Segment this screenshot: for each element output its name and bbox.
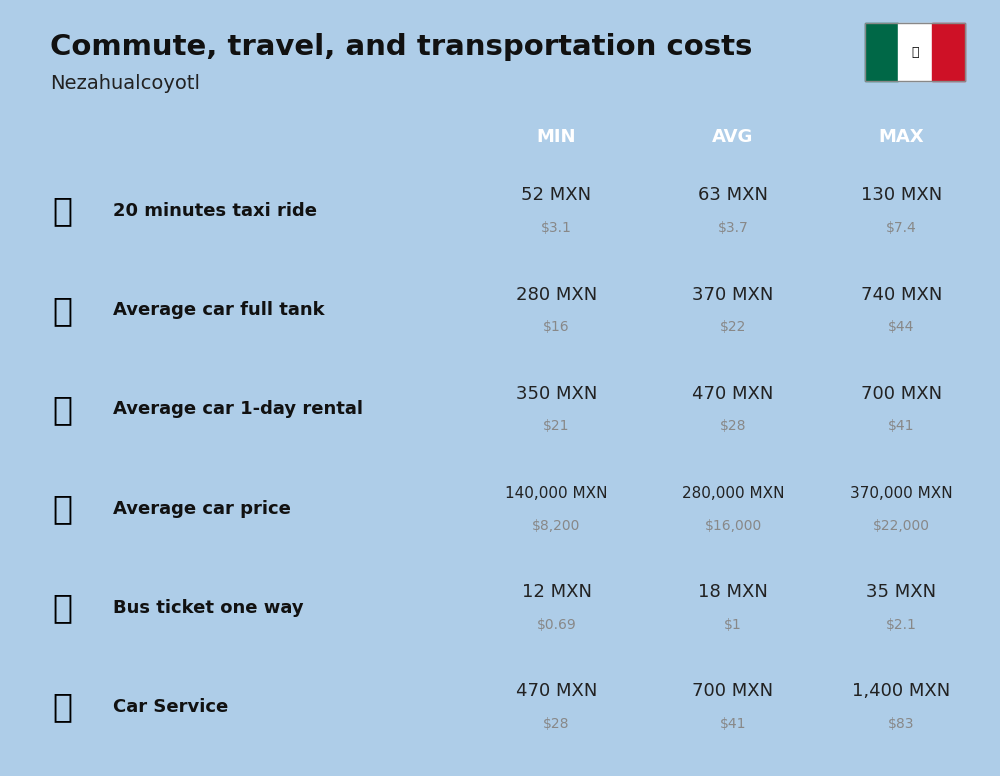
Text: $8,200: $8,200 <box>532 518 581 532</box>
Text: Average car 1-day rental: Average car 1-day rental <box>113 400 363 418</box>
Text: 350 MXN: 350 MXN <box>516 385 597 403</box>
Text: 🚕: 🚕 <box>52 195 72 227</box>
Text: Commute, travel, and transportation costs: Commute, travel, and transportation cost… <box>50 33 752 61</box>
Text: 63 MXN: 63 MXN <box>698 186 768 205</box>
Text: $0.69: $0.69 <box>537 618 576 632</box>
Text: 370,000 MXN: 370,000 MXN <box>850 486 953 501</box>
Text: 🚗: 🚗 <box>52 691 72 723</box>
Text: $41: $41 <box>888 420 915 434</box>
Text: $21: $21 <box>543 420 570 434</box>
Text: 35 MXN: 35 MXN <box>866 584 937 601</box>
Text: Bus ticket one way: Bus ticket one way <box>113 599 304 617</box>
Text: 1,400 MXN: 1,400 MXN <box>852 682 951 701</box>
Text: $22,000: $22,000 <box>873 518 930 532</box>
Text: $28: $28 <box>720 420 746 434</box>
Text: 18 MXN: 18 MXN <box>698 584 768 601</box>
Text: $7.4: $7.4 <box>886 221 917 235</box>
Text: $28: $28 <box>543 717 570 731</box>
Text: Average car full tank: Average car full tank <box>113 301 325 319</box>
Text: $44: $44 <box>888 320 915 334</box>
Text: 740 MXN: 740 MXN <box>861 286 942 303</box>
Text: MIN: MIN <box>537 128 576 146</box>
Text: $16,000: $16,000 <box>704 518 762 532</box>
Text: 🚙: 🚙 <box>52 393 72 426</box>
Text: Average car price: Average car price <box>113 500 291 518</box>
Text: 280,000 MXN: 280,000 MXN <box>682 486 784 501</box>
Text: MAX: MAX <box>879 128 924 146</box>
Text: 🚌: 🚌 <box>52 591 72 625</box>
Text: $16: $16 <box>543 320 570 334</box>
Text: 700 MXN: 700 MXN <box>861 385 942 403</box>
Text: $3.7: $3.7 <box>718 221 748 235</box>
Text: 130 MXN: 130 MXN <box>861 186 942 205</box>
Text: 12 MXN: 12 MXN <box>522 584 592 601</box>
Text: AVG: AVG <box>712 128 754 146</box>
Text: $1: $1 <box>724 618 742 632</box>
Text: 20 minutes taxi ride: 20 minutes taxi ride <box>113 202 317 220</box>
Text: 🚗: 🚗 <box>52 492 72 525</box>
Text: 370 MXN: 370 MXN <box>692 286 774 303</box>
Text: Car Service: Car Service <box>113 698 228 716</box>
Text: $83: $83 <box>888 717 915 731</box>
Text: $41: $41 <box>720 717 746 731</box>
Text: 🦅: 🦅 <box>911 46 919 59</box>
Text: 280 MXN: 280 MXN <box>516 286 597 303</box>
Text: 140,000 MXN: 140,000 MXN <box>505 486 608 501</box>
Text: 470 MXN: 470 MXN <box>692 385 774 403</box>
Text: Nezahualcoyotl: Nezahualcoyotl <box>50 74 200 92</box>
Text: 700 MXN: 700 MXN <box>692 682 774 701</box>
Text: $3.1: $3.1 <box>541 221 572 235</box>
Text: 470 MXN: 470 MXN <box>516 682 597 701</box>
Text: $22: $22 <box>720 320 746 334</box>
Text: $2.1: $2.1 <box>886 618 917 632</box>
Text: ⛽: ⛽ <box>52 293 72 327</box>
Text: 52 MXN: 52 MXN <box>521 186 592 205</box>
